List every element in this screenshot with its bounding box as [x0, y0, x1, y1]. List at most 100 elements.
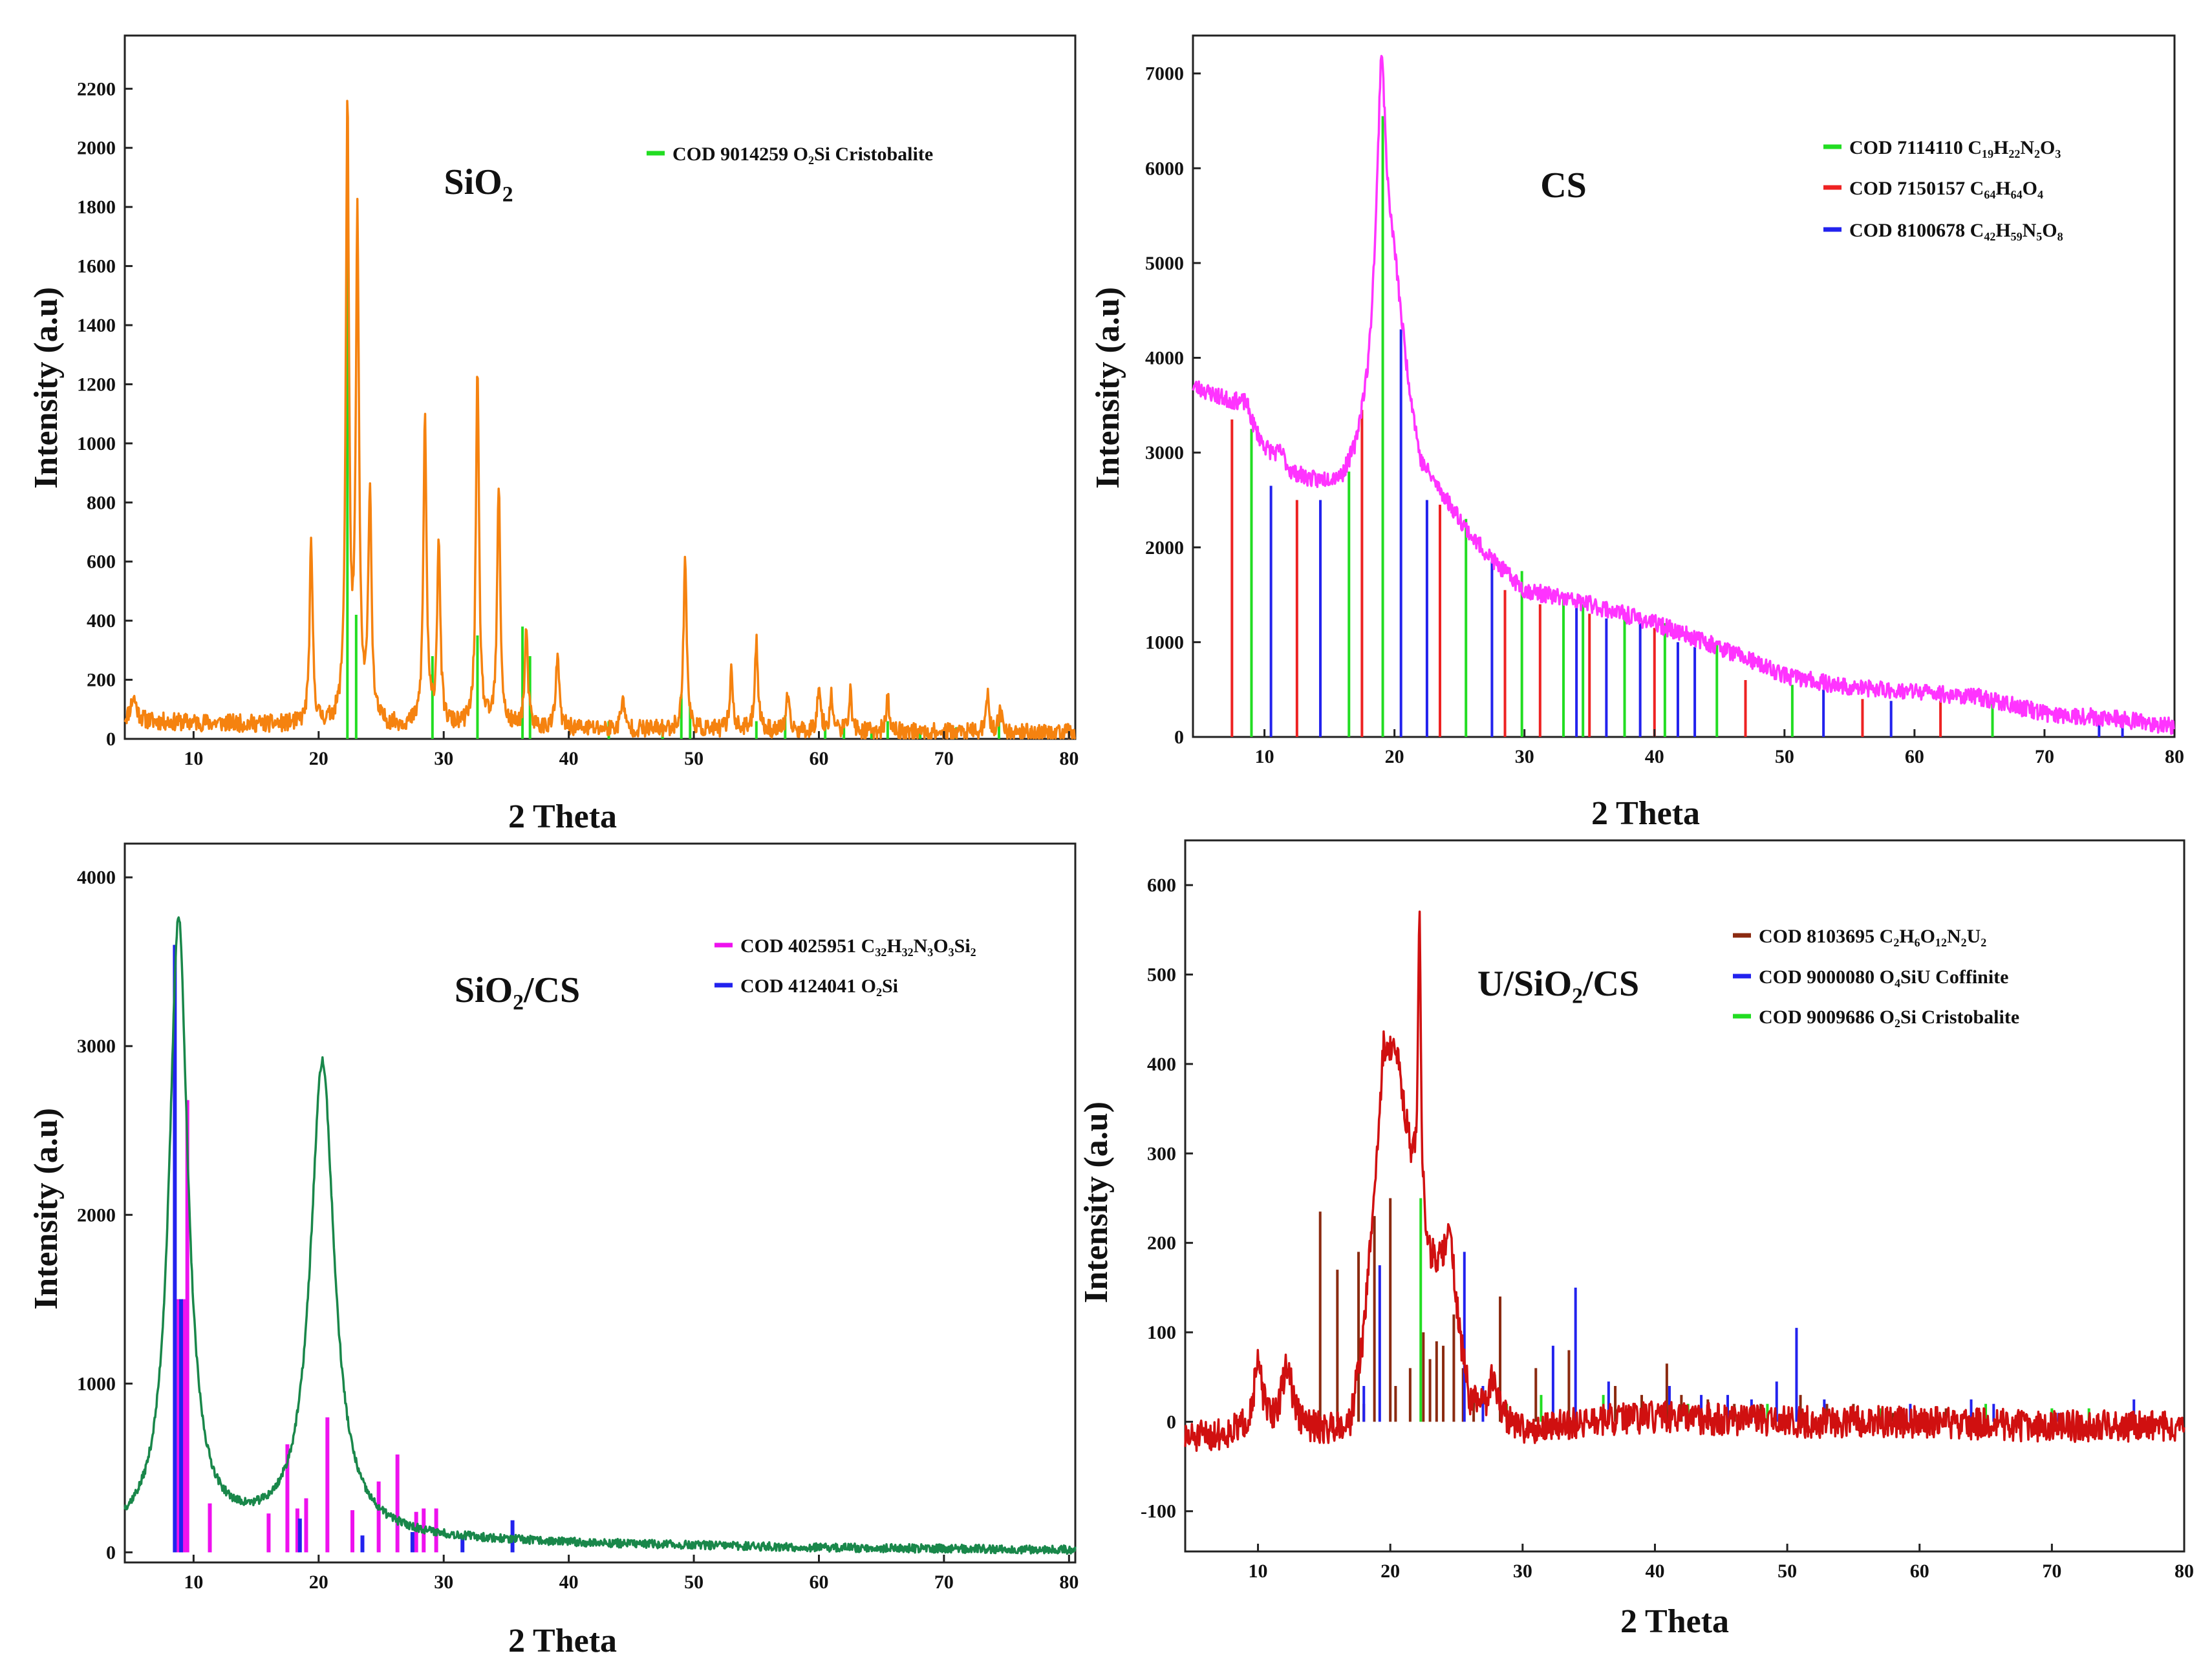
y-tick-label-sio2-9: 1800 [77, 197, 116, 218]
x-axis-label-cs: 2 Theta [1591, 795, 1700, 832]
y-axis-label-cs: Intensity (a.u) [1090, 287, 1126, 489]
title-cs: CS [1540, 165, 1587, 206]
x-tick-label-usio2cs-0: 10 [1249, 1561, 1268, 1582]
x-axis-label-sio2-cs: 2 Theta [508, 1623, 617, 1659]
y-tick-label-cs-0: 0 [1174, 727, 1184, 748]
x-tick-label-sio2cs-5: 60 [809, 1571, 828, 1593]
legend-label-cs-1: COD 7150157 C₆₄H₆₄O₄ [1849, 178, 2043, 199]
y-tick-label-usio2cs-3: 200 [1147, 1233, 1176, 1254]
y-tick-label-cs-2: 2000 [1145, 537, 1184, 559]
x-tick-label-sio2-7: 80 [1059, 748, 1079, 769]
legend-label-u-sio2-cs-2: COD 9009686 O₂Si Cristobalite [1759, 1007, 2019, 1028]
y-tick-label-sio2-8: 1600 [77, 256, 116, 277]
y-tick-label-sio2-6: 1200 [77, 374, 116, 395]
y-tick-label-sio2-7: 1400 [77, 315, 116, 336]
legend-label-sio2-cs-0: COD 4025951 C₃₂H₃₂N₃O₃Si₂ [740, 935, 976, 957]
x-tick-label-sio2cs-3: 40 [559, 1571, 579, 1593]
series-u-sio2-cs [1184, 910, 2185, 1452]
y-tick-label-cs-5: 5000 [1145, 253, 1184, 274]
x-tick-label-sio2cs-4: 50 [684, 1571, 703, 1593]
x-tick-label-sio2-4: 50 [684, 748, 703, 769]
x-tick-label-sio2-0: 10 [184, 748, 203, 769]
y-tick-label-usio2cs-0: -100 [1141, 1501, 1176, 1522]
y-tick-label-sio2cs-4: 4000 [77, 867, 116, 888]
y-tick-label-cs-7: 7000 [1145, 63, 1184, 85]
axis-ticks-u-sio2-cs: 10 20 30 40 50 60 70 80 -100 0 100 200 300 400 500 600 [1141, 875, 2194, 1582]
x-tick-label-sio2-5: 60 [809, 748, 828, 769]
axis-ticks-sio2-cs: 10 20 30 40 50 60 70 80 0 1000 2000 3000 4000 [77, 867, 1079, 1593]
legend-u-sio2-cs: COD 8103695 C₂H₆O₁₂N₂U₂ COD 9000080 O₄Si… [1733, 926, 2019, 1028]
x-tick-label-usio2cs-2: 30 [1513, 1561, 1532, 1582]
y-tick-label-usio2cs-7: 600 [1147, 875, 1176, 896]
y-tick-label-usio2cs-1: 0 [1166, 1411, 1176, 1433]
x-tick-label-sio2-1: 20 [309, 748, 328, 769]
x-tick-label-sio2cs-7: 80 [1059, 1571, 1079, 1593]
x-tick-label-usio2cs-4: 50 [1777, 1561, 1797, 1582]
panel-sio2: 10 20 30 40 50 60 70 80020040060080010001200140… [28, 34, 1079, 835]
legend-sio2-cs: COD 4025951 C₃₂H₃₂N₃O₃Si₂ COD 4124041 O₂… [714, 935, 976, 997]
x-tick-label-cs-7: 80 [2165, 746, 2184, 767]
y-tick-label-cs-6: 6000 [1145, 158, 1184, 179]
x-axis-label-sio2: 2 Theta [508, 798, 617, 835]
y-tick-label-sio2-3: 600 [87, 551, 116, 573]
series-line-sio2-0 [123, 100, 1077, 740]
y-tick-label-sio2-11: 2200 [77, 78, 116, 100]
y-tick-label-sio2-5: 1000 [77, 433, 116, 454]
x-tick-label-usio2cs-1: 20 [1380, 1561, 1400, 1582]
legend-label-sio2-cs-1: COD 4124041 O₂Si [740, 975, 898, 997]
y-tick-label-sio2cs-0: 0 [106, 1542, 116, 1563]
plot-frame-sio2-cs [123, 842, 1077, 1564]
x-tick-label-usio2cs-3: 40 [1645, 1561, 1664, 1582]
y-tick-label-cs-3: 3000 [1145, 442, 1184, 463]
y-tick-label-sio2-4: 800 [87, 492, 116, 513]
x-tick-label-cs-2: 30 [1515, 746, 1534, 767]
title-sio2: SiO₂ [444, 162, 513, 202]
legend-sio2: COD 9014259 O₂Si Cristobalite [647, 144, 933, 165]
legend-label-cs-0: COD 7114110 C₁₉H₂₂N₂O₃ [1849, 137, 2061, 158]
series-cs [1192, 54, 2176, 735]
plot-frame-sio2 [123, 34, 1077, 740]
series-sio2-cs [123, 916, 1077, 1555]
y-tick-label-sio2-1: 200 [87, 670, 116, 691]
legend-label-cs-2: COD 8100678 C₄₂H₅₉N₅O₈ [1849, 220, 2063, 241]
x-tick-label-usio2cs-6: 70 [2042, 1561, 2061, 1582]
y-tick-label-sio2-10: 2000 [77, 138, 116, 159]
x-tick-label-sio2-2: 30 [434, 748, 453, 769]
x-tick-label-cs-0: 10 [1255, 746, 1274, 767]
axis-ticks-cs: 10 20 30 40 50 60 70 80 0 1000 2000 3000 4000 5000 600… [1145, 63, 2184, 767]
x-axis-label-u-sio2-cs: 2 Theta [1620, 1603, 1729, 1640]
x-tick-label-cs-5: 60 [1905, 746, 1924, 767]
x-tick-label-sio2-3: 40 [559, 748, 579, 769]
y-tick-label-sio2-0: 0 [106, 729, 116, 750]
x-tick-label-cs-6: 70 [2035, 746, 2054, 767]
reference-lines-cs [1230, 116, 2124, 737]
y-tick-label-usio2cs-5: 400 [1147, 1054, 1176, 1075]
x-tick-label-sio2cs-1: 20 [309, 1571, 328, 1593]
legend-cs: COD 7114110 C₁₉H₂₂N₂O₃ COD 7150157 C₆₄H₆… [1823, 137, 2063, 241]
y-axis-label-u-sio2-cs: Intensity (a.u) [1078, 1102, 1115, 1303]
plot-frame-u-sio2-cs [1184, 839, 2185, 1553]
y-tick-label-sio2cs-2: 2000 [77, 1204, 116, 1226]
y-tick-label-sio2cs-3: 3000 [77, 1036, 116, 1057]
series-sio2 [123, 100, 1077, 740]
title-u-sio2-cs: U/SiO₂/CS [1477, 964, 1639, 1004]
panel-sio2-cs: 10 20 30 40 50 60 70 80 0 1000 2000 3000 4000 2 Thet… [28, 842, 1079, 1659]
x-tick-label-sio2cs-0: 10 [184, 1571, 203, 1593]
x-tick-label-usio2cs-5: 60 [1910, 1561, 1929, 1582]
plot-frame-cs [1192, 34, 2176, 738]
y-tick-label-sio2cs-1: 1000 [77, 1373, 116, 1394]
x-tick-label-cs-3: 40 [1645, 746, 1664, 767]
x-tick-label-usio2cs-7: 80 [2174, 1561, 2194, 1582]
axis-ticks-sio2: 10 20 30 40 50 60 70 80020040060080010001200140… [77, 78, 1079, 769]
y-axis-label-sio2-cs: Intensity (a.u) [28, 1108, 65, 1310]
legend-label-u-sio2-cs-1: COD 9000080 O₄SiU Coffinite [1759, 966, 2008, 988]
x-tick-label-sio2cs-2: 30 [434, 1571, 453, 1593]
y-tick-label-sio2-2: 400 [87, 610, 116, 632]
y-tick-label-usio2cs-2: 100 [1147, 1322, 1176, 1343]
series-line-sio2cs-0 [123, 916, 1077, 1555]
y-tick-label-cs-4: 4000 [1145, 348, 1184, 369]
x-tick-label-cs-1: 20 [1385, 746, 1404, 767]
x-tick-label-cs-4: 50 [1775, 746, 1794, 767]
x-tick-label-sio2-6: 70 [934, 748, 954, 769]
